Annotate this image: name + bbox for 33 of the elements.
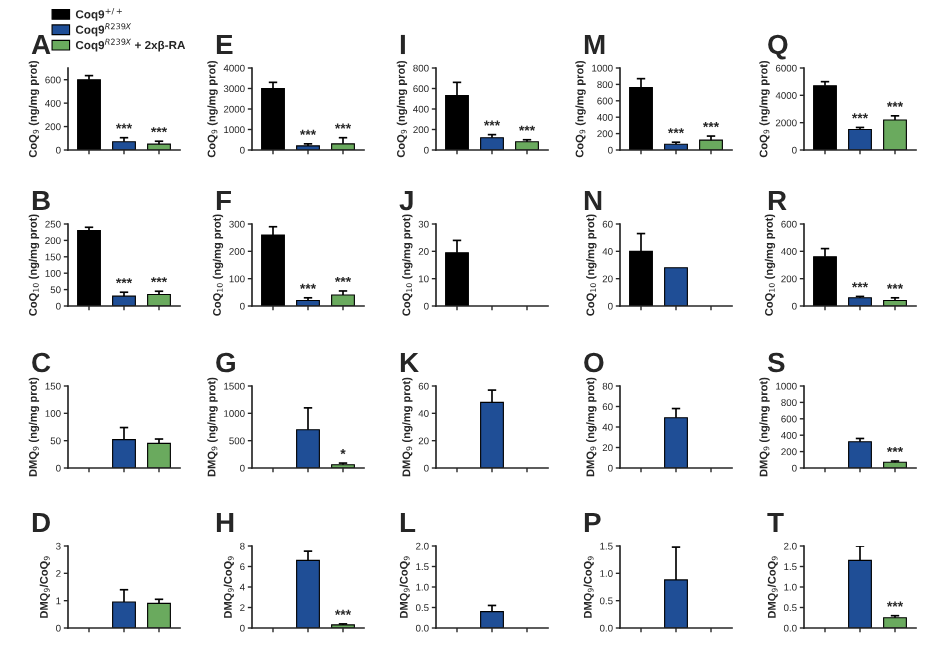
bar <box>331 294 355 306</box>
bar <box>77 230 101 306</box>
chart-title: O <box>584 352 604 373</box>
chart-title: B <box>32 190 50 211</box>
chart-title: C <box>32 352 51 373</box>
bar <box>848 297 872 306</box>
bar <box>515 141 539 150</box>
bar <box>147 293 171 306</box>
bar <box>813 85 837 150</box>
chart-title: J <box>399 190 413 211</box>
bar <box>848 128 872 150</box>
chart-title: D <box>32 512 50 533</box>
bar <box>883 119 907 150</box>
chart-title: Q <box>768 34 788 60</box>
chart-title: F <box>216 190 231 211</box>
chart-title: N <box>584 190 602 211</box>
chart-title: H <box>216 512 234 533</box>
chart-title: R <box>768 190 787 211</box>
chart-title: I <box>400 34 405 55</box>
bar <box>261 234 285 306</box>
chart-title: P <box>584 512 601 533</box>
chart-title: E <box>216 34 233 55</box>
bar <box>480 137 504 150</box>
chart-title: L <box>400 512 416 533</box>
bar <box>261 87 285 150</box>
chart-title: A <box>31 34 51 55</box>
chart-title: K <box>400 352 419 373</box>
bar <box>813 256 837 306</box>
bar <box>629 87 653 150</box>
chart-title: S <box>767 352 785 373</box>
chart-title: M <box>584 34 605 55</box>
chart-title: T <box>767 512 784 533</box>
chart-title: G <box>216 352 235 373</box>
